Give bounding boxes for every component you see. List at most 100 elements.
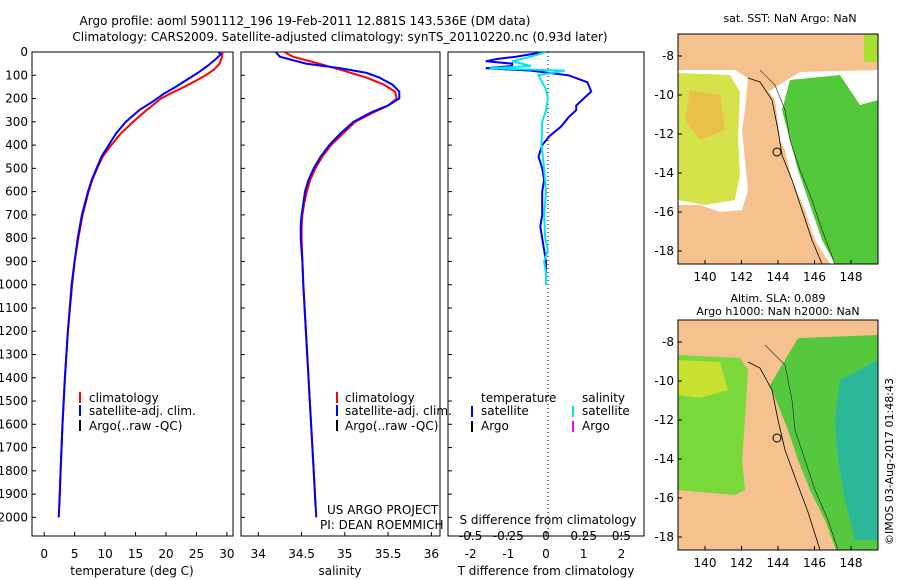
- sla-map-coastline: [747, 361, 821, 550]
- salinity-xlabel: salinity: [318, 564, 361, 578]
- difference-axes: [447, 51, 645, 537]
- x-tick-label: 1: [580, 547, 588, 561]
- depth-tick-label: 300: [5, 115, 28, 129]
- salinity-legend: climatology satellite-adj. clim. Argo(..…: [336, 391, 452, 433]
- map-lon-label: 146: [803, 270, 826, 284]
- difference-lines: [485, 52, 593, 285]
- x-tick-label: 30: [219, 547, 234, 561]
- difference-t-ticks: -2 -1 0 1 2: [465, 532, 626, 561]
- map-lat-label: -8: [662, 335, 674, 349]
- map-lat-label: -10: [654, 374, 674, 388]
- pi-annotation: PI: DEAN ROEMMICH: [320, 518, 443, 532]
- salinity-legend-sat: satellite-adj. clim.: [345, 404, 452, 418]
- sst-map-title: sat. SST: NaN Argo: NaN: [723, 12, 856, 25]
- sst-map-gulf-sst: [678, 73, 740, 205]
- diff-legend-ssat: satellite: [582, 404, 630, 418]
- map-lon-label: 146: [803, 556, 826, 570]
- series-line-satellite-adj-clim-: [57, 52, 223, 518]
- map-lat-label: -10: [654, 88, 674, 102]
- x-tick-label: 35: [337, 547, 352, 561]
- map-lon-label: 142: [730, 556, 753, 570]
- header-line2: Climatology: CARS2009. Satellite-adjuste…: [72, 30, 607, 44]
- x-tick-label: -2: [465, 547, 477, 561]
- sla-map-profile-location: [772, 433, 782, 443]
- x-tick-label: 2: [618, 547, 626, 561]
- difference-s-ticks: -0.5 -0.25 0 0.25 0.5: [459, 529, 631, 543]
- project-annotation: US ARGO PROJECT: [327, 503, 439, 517]
- diff-legend-temperature: temperature: [481, 391, 556, 405]
- s-tick-label: -0.5: [459, 529, 482, 543]
- sla-map-cape-york: [745, 362, 820, 550]
- depth-tick-labels: 0 100 200 300 400 500 600 700 800 900 1000 1100 1200…: [0, 45, 28, 524]
- s-tick-label: 0.25: [570, 529, 597, 543]
- map-lat-label: -18: [654, 530, 674, 544]
- map-lon-label: 148: [840, 556, 863, 570]
- series-line-salinity-satellite: [489, 52, 565, 285]
- depth-tick-label: 200: [5, 92, 28, 106]
- series-line-climatology: [283, 52, 398, 506]
- map-lon-label: 142: [730, 270, 753, 284]
- sst-map-warm-patch: [685, 90, 725, 140]
- sla-map-gulf-yellow: [678, 360, 728, 398]
- x-tick-label: 10: [97, 547, 112, 561]
- sla-map-teal-patch: [835, 360, 878, 540]
- sla-map-north-strip: [678, 320, 878, 345]
- depth-tick-label: 600: [5, 185, 28, 199]
- difference-legend: temperature salinity satellite satellite…: [471, 391, 630, 433]
- diff-legend-targo: Argo: [481, 419, 509, 433]
- depth-tick-label: 100: [5, 68, 28, 82]
- map-lat-label: -12: [654, 413, 674, 427]
- series-line-satellite-adj-clim-: [274, 52, 401, 518]
- sla-map: [678, 320, 878, 550]
- difference-xlabel-top: S difference from climatology: [460, 513, 637, 527]
- depth-tick-label: 900: [5, 254, 28, 268]
- depth-tick-label: 700: [5, 208, 28, 222]
- difference-xlabel: T difference from climatology: [457, 564, 635, 578]
- depth-tick-label: 1900: [0, 487, 28, 501]
- sla-map-title-1: Altim. SLA: 0.089: [730, 292, 825, 305]
- sla-map-title-2: Argo h1000: NaN h2000: NaN: [696, 305, 859, 318]
- depth-tick-label: 500: [5, 161, 28, 175]
- depth-tick-label: 0: [20, 45, 28, 59]
- map-lat-label: -8: [662, 49, 674, 63]
- temperature-legend: climatology satellite-adj. clim. Argo(..…: [79, 391, 196, 433]
- sst-map-profile-location: [772, 147, 782, 157]
- sla-map-bathymetry: [764, 344, 839, 550]
- diff-legend-sargo: Argo: [582, 419, 610, 433]
- map-lat-label: -14: [654, 452, 674, 466]
- s-tick-label: 0.5: [612, 529, 631, 543]
- sla-map-ticks: 140 142 144 146 148 -8 -10 -12 -14 -16 -18: [654, 335, 862, 570]
- depth-tick-label: 1300: [0, 348, 28, 362]
- s-tick-label: -0.25: [493, 529, 524, 543]
- depth-tick-label: 1800: [0, 464, 28, 478]
- map-lat-label: -18: [654, 244, 674, 258]
- map-lat-label: -16: [654, 491, 674, 505]
- salinity-axes: [240, 51, 441, 537]
- sst-map-cape-york: [746, 78, 825, 264]
- x-tick-label: 34: [251, 547, 266, 561]
- x-tick-label: -1: [502, 547, 514, 561]
- x-tick-label: 36: [424, 547, 439, 561]
- map-lon-label: 140: [694, 270, 717, 284]
- salinity-legend-argo: Argo(..raw -QC): [345, 419, 438, 433]
- temperature-x-ticks: 0 5 10 15 20 25 30: [40, 532, 235, 561]
- x-tick-label: 25: [189, 547, 204, 561]
- imos-credit: ©IMOS 03-Aug-2017 01:48:43: [883, 378, 896, 545]
- depth-tick-label: 1200: [0, 324, 28, 338]
- depth-tick-label: 1700: [0, 441, 28, 455]
- depth-tick-label: 1500: [0, 394, 28, 408]
- sst-map-coral-sea-sst: [782, 75, 878, 264]
- x-tick-label: 20: [158, 547, 173, 561]
- x-tick-label: 0: [542, 547, 550, 561]
- depth-ticks: [32, 51, 452, 518]
- depth-tick-label: 1100: [0, 301, 28, 315]
- series-line-temperature-satellite: [485, 52, 593, 285]
- x-tick-label: 34.5: [288, 547, 315, 561]
- x-tick-label: 0: [40, 547, 48, 561]
- temperature-lines: [57, 52, 224, 518]
- depth-tick-label: 1600: [0, 417, 28, 431]
- header-line1: Argo profile: aoml 5901112_196 19-Feb-20…: [80, 14, 531, 28]
- x-tick-label: 15: [128, 547, 143, 561]
- temperature-legend-argo: Argo(..raw -QC): [89, 419, 182, 433]
